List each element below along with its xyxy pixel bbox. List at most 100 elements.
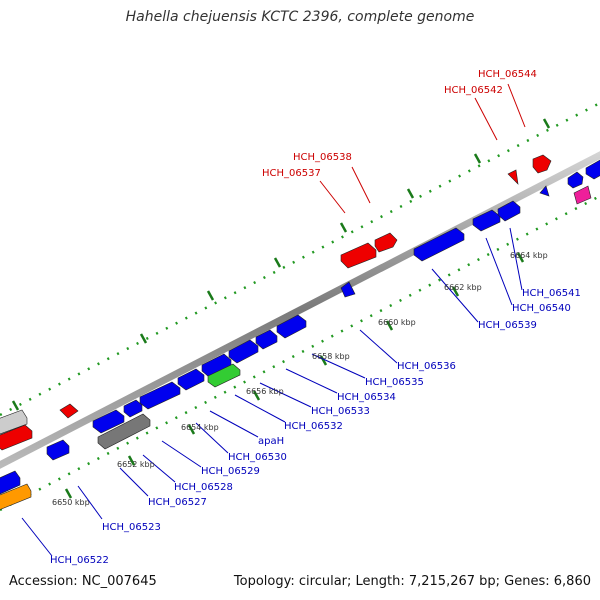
gene-arrow[interactable] [0,470,21,495]
leader-line [259,382,312,408]
lower-feature-track [0,159,600,510]
leader-line [319,180,346,214]
gene-arrow[interactable] [255,329,278,350]
gene-label-top: HCH_06537 [262,168,321,179]
accession-text: Accession: NC_007645 [9,574,157,589]
genome-backbone [0,151,600,469]
gene-label-bottom: HCH_06530 [228,452,287,463]
major-tick [187,424,196,435]
leader-line [509,227,523,291]
gene-label-bottom: HCH_06528 [174,482,233,493]
leader-line [431,268,479,323]
gene-arrow[interactable] [0,483,32,510]
major-ticks [11,118,551,499]
gene-label-bottom: HCH_06529 [201,466,260,477]
gene-arrow[interactable] [340,242,377,269]
gene-arrow[interactable] [46,439,70,461]
gene-label-bottom: HCH_06540 [512,303,571,314]
leader-line [21,517,53,557]
scale-label: 6656 kbp [246,387,284,396]
gene-label-bottom: HCH_06541 [522,288,581,299]
gene-arrow[interactable] [123,399,143,418]
gene-label-bottom: HCH_06522 [50,555,109,566]
gene-arrow[interactable] [573,185,592,205]
gene-label-bottom: HCH_06536 [397,361,456,372]
major-tick [385,320,394,331]
scale-label: 6650 kbp [52,498,90,507]
leader-line [485,237,513,306]
major-tick [11,400,20,411]
leader-line [285,368,338,394]
map-title: Hahella chejuensis KCTC 2396, complete g… [125,9,475,25]
gene-arrow[interactable] [413,227,465,262]
gene-label-bottom: HCH_06539 [478,320,537,331]
gene-arrow[interactable] [276,314,307,339]
leader-line [351,166,371,204]
major-tick [252,390,261,401]
gene-arrow[interactable] [497,200,521,222]
leader-line [234,394,286,423]
gene-arrow[interactable] [532,154,552,174]
gene-arrow[interactable] [340,281,356,298]
gene-arrow[interactable] [59,403,79,419]
top-label-leaders [319,83,526,214]
major-tick [542,118,551,129]
gene-arrow[interactable] [0,409,28,435]
gene-label-top: HCH_06542 [444,85,503,96]
gene-label-bottom: HCH_06533 [311,406,370,417]
gene-arrow[interactable] [507,169,519,185]
leader-line [507,83,526,128]
leader-line [142,454,176,483]
leader-line [195,422,229,454]
scale-label: 6662 kbp [444,283,482,292]
pseudo-gene-arrow[interactable] [97,413,151,450]
gene-label-bottom: apaH [258,436,284,447]
genome-stats-text: Topology: circular; Length: 7,215,267 bp… [233,574,591,589]
scale-label: 6664 kbp [510,251,548,260]
gene-arrow[interactable] [374,232,398,253]
gene-label-bottom: HCH_06535 [365,377,424,388]
gene-label-bottom: HCH_06534 [337,392,396,403]
scale-label: 6654 kbp [181,423,219,432]
gene-arrow[interactable] [539,185,550,197]
gene-arrow[interactable] [92,409,125,434]
major-tick [339,222,348,233]
major-tick [516,252,525,263]
leader-line [77,485,103,520]
leader-line [311,353,366,379]
leader-line [209,410,259,438]
rna-gene-arrow[interactable] [207,363,241,388]
bottom-label-leaders [21,227,523,557]
major-tick [319,355,328,366]
gene-label-bottom: HCH_06532 [284,421,343,432]
major-tick [473,153,482,164]
gene-arrow[interactable] [228,339,259,364]
gene-label-top: HCH_06538 [293,152,352,163]
gene-label-bottom: HCH_06527 [148,497,207,508]
lower-scale-track [0,194,600,512]
upper-feature-track [0,154,552,451]
scale-label: 6658 kbp [312,352,350,361]
gene-arrow[interactable] [177,368,205,391]
leader-line [119,467,149,497]
major-tick [64,488,73,499]
major-tick [206,290,215,301]
leader-line [359,329,398,364]
major-tick [139,333,148,344]
major-tick [406,188,415,199]
gene-arrow[interactable] [139,381,181,410]
scale-label: 6660 kbp [378,318,416,327]
leader-line [474,97,498,141]
gene-label-top: HCH_06544 [478,69,537,80]
gene-arrow[interactable] [0,424,33,451]
major-tick [451,286,460,297]
gene-arrow[interactable] [585,159,600,180]
gene-label-bottom: HCH_06523 [102,522,161,533]
major-tick [273,257,282,268]
leader-line [161,440,202,468]
scale-label: 6652 kbp [117,460,155,469]
gene-arrow[interactable] [472,209,501,232]
major-tick [127,455,136,466]
gene-arrow[interactable] [567,171,584,189]
